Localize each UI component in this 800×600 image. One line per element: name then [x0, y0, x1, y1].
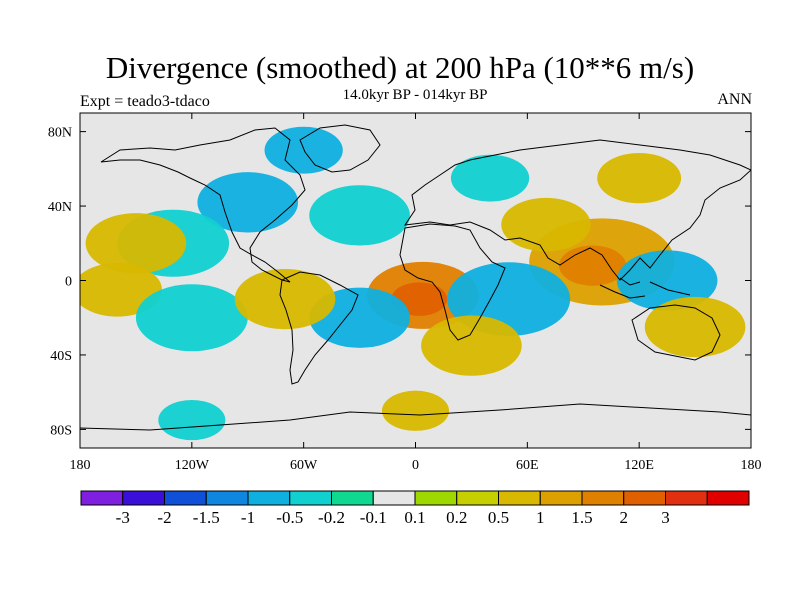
lat-tick-label: 40N	[48, 200, 72, 215]
colorbar-swatch	[665, 490, 708, 506]
colorbar-swatch	[122, 490, 165, 506]
colorbar-label: 1	[536, 508, 545, 527]
field-patch-14	[234, 268, 336, 330]
coastline-maritime-continent	[599, 277, 691, 299]
colorbar-swatch	[205, 490, 249, 506]
field-patch-12	[135, 284, 248, 352]
colorbar-label: -0.1	[360, 508, 387, 527]
colorbar-swatch	[706, 490, 750, 506]
lon-tick-label: 60E	[516, 458, 539, 473]
season-label: ANN	[717, 91, 752, 108]
field-patch-21	[158, 399, 226, 441]
colorbar-swatch	[498, 490, 541, 506]
colorbar-swatch	[247, 490, 291, 506]
map-title: Divergence (smoothed) at 200 hPa (10**6 …	[105, 50, 695, 85]
colorbar-label: -1	[241, 508, 255, 527]
colorbar-swatch	[331, 490, 374, 506]
colorbar-label: 1.5	[571, 508, 592, 527]
lon-tick-label: 180	[741, 458, 762, 473]
colorbar-label: 3	[661, 508, 670, 527]
lat-tick-label: 0	[65, 275, 72, 290]
colorbar-swatch	[539, 490, 583, 506]
field-patch-17	[597, 153, 682, 204]
colorbar-label: 0.5	[488, 508, 509, 527]
field-patch-16	[644, 296, 746, 358]
coastline-eurasia	[403, 139, 751, 281]
field-patch-6	[501, 197, 591, 252]
colorbar-swatch	[456, 490, 499, 506]
colorbar-swatch	[164, 490, 207, 506]
field-patch-20	[381, 390, 450, 431]
colorbar-swatch	[414, 490, 458, 506]
coastline-greenland	[299, 124, 381, 173]
colorbar-label: -3	[116, 508, 130, 527]
colorbar-swatch	[80, 490, 124, 506]
field-patch-18	[450, 154, 530, 202]
field-patch-10	[85, 213, 187, 274]
lat-tick-label: 80S	[50, 423, 72, 438]
experiment-label: Expt = teado3-tdaco	[80, 93, 210, 110]
colorbar-label: -0.5	[276, 508, 303, 527]
field-patch-4	[616, 250, 718, 311]
lon-tick-label: 120W	[175, 458, 210, 473]
colorbar-swatch	[372, 490, 416, 506]
axis-ticks: 80N 40N 0 40S 80S 180 120W 60W 0 60E 120E 180	[48, 113, 762, 473]
colorbar-label: 0.2	[446, 508, 467, 527]
colorbar-label: -0.2	[318, 508, 345, 527]
field-patch-15	[421, 315, 522, 376]
lon-tick-label: 180	[70, 458, 91, 473]
colorbar: -3 -2 -1.5 -1 -0.5 -0.2 -0.1 0.1 0.2 0.5 1 1.5 2 3	[80, 490, 750, 527]
coastlines	[80, 124, 751, 431]
lon-tick-label: 60W	[290, 458, 318, 473]
colorbar-swatch	[289, 490, 332, 506]
coastline-north-america	[100, 127, 306, 283]
coastline-antarctica	[80, 403, 751, 431]
map-subtitle: 14.0kyr BP - 014kyr BP	[342, 87, 488, 103]
lon-tick-label: 120E	[624, 458, 654, 473]
colorbar-label: -2	[157, 508, 171, 527]
colorbar-label: -1.5	[193, 508, 220, 527]
field-patch-3	[559, 245, 627, 286]
colorbar-label: 2	[620, 508, 629, 527]
coastline-africa	[399, 223, 506, 341]
colorbar-swatch	[623, 490, 666, 506]
divergence-field	[80, 113, 751, 448]
coastline-south-america	[279, 271, 359, 385]
colorbar-swatch	[581, 490, 625, 506]
field-patch-19	[264, 126, 343, 174]
coastline-australia	[631, 304, 721, 361]
lon-tick-label: 0	[412, 458, 419, 473]
field-patch-7	[309, 185, 410, 246]
lat-tick-label: 40S	[50, 349, 72, 364]
field-patch-8	[197, 172, 299, 233]
lat-tick-label: 80N	[48, 126, 72, 141]
colorbar-label: 0.1	[404, 508, 425, 527]
